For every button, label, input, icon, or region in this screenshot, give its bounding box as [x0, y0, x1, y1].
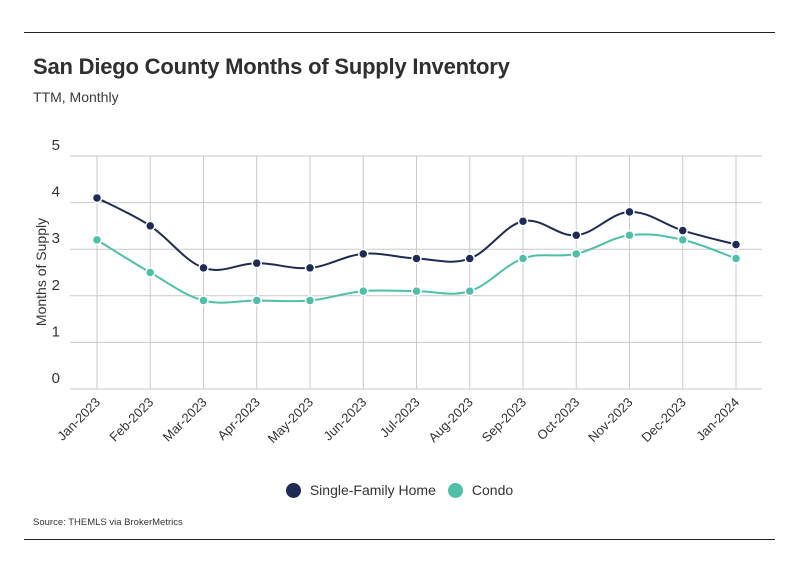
legend-item-single-family[interactable]: Single-Family Home — [285, 482, 436, 498]
data-point-single-family-home — [464, 253, 475, 264]
x-tick-label: Apr-2023 — [214, 395, 262, 443]
chart-title: San Diego County Months of Supply Invent… — [33, 54, 510, 79]
data-point-condo — [411, 285, 422, 297]
x-tick-label: May-2023 — [265, 395, 316, 446]
data-point-condo — [251, 295, 262, 306]
data-point-single-family-home — [251, 257, 262, 269]
data-point-single-family-home — [145, 220, 156, 232]
x-tick-label: Jun-2023 — [320, 395, 369, 444]
data-point-single-family-home — [677, 225, 688, 236]
y-axis-label: Months of Supply — [33, 218, 49, 326]
data-point-condo — [198, 295, 209, 306]
legend-item-condo[interactable]: Condo — [447, 482, 514, 498]
x-tick-label: Jan-2023 — [54, 395, 103, 444]
top-rule — [24, 32, 775, 33]
x-tick-label: Feb-2023 — [106, 395, 156, 445]
x-tick-label: Mar-2023 — [160, 395, 210, 445]
data-point-condo — [145, 267, 156, 278]
line-chart: 0 1 2 3 4 5 Jan-2023 Feb-2023 Mar-2023 Apr-2023 Ma… — [33, 137, 762, 446]
y-tick-label: 2 — [52, 277, 60, 294]
x-tick-label: Jul-2023 — [377, 395, 423, 441]
data-point-single-family-home — [411, 253, 422, 264]
y-tick-label: 5 — [52, 137, 60, 154]
data-point-single-family-home — [304, 262, 316, 274]
chart-legend: Single-Family Home Condo — [0, 482, 799, 498]
data-point-condo — [517, 253, 529, 264]
data-point-condo — [91, 234, 103, 246]
x-tick-label: Aug-2023 — [425, 395, 475, 445]
data-point-single-family-home — [358, 248, 369, 260]
data-point-condo — [464, 285, 475, 297]
legend-label-condo: Condo — [471, 482, 514, 498]
data-point-single-family-home — [91, 192, 103, 204]
data-point-single-family-home — [198, 262, 209, 274]
y-tick-label: 1 — [52, 323, 60, 340]
source-note: Source: THEMLS via BrokerMetrics — [33, 517, 183, 528]
data-point-single-family-home — [624, 206, 635, 218]
chart-subtitle: TTM, Monthly — [33, 89, 119, 105]
x-tick-label: Dec-2023 — [638, 395, 688, 445]
y-tick-label: 3 — [52, 230, 60, 247]
y-tick-label: 0 — [52, 370, 60, 387]
data-point-condo — [677, 234, 688, 246]
x-tick-label: Oct-2023 — [534, 395, 582, 443]
legend-label-single-family: Single-Family Home — [309, 482, 436, 498]
bottom-rule — [24, 539, 775, 540]
legend-marker-condo — [447, 482, 463, 498]
data-point-condo — [730, 253, 742, 264]
x-tick-label: Sep-2023 — [479, 395, 529, 445]
x-tick-label: Jan-2024 — [693, 395, 742, 444]
data-point-condo — [624, 229, 635, 241]
data-point-condo — [571, 248, 582, 260]
data-point-single-family-home — [730, 239, 742, 250]
data-point-single-family-home — [571, 229, 582, 241]
data-point-condo — [358, 285, 369, 297]
x-tick-label: Nov-2023 — [585, 395, 635, 445]
legend-marker-single-family — [285, 482, 301, 498]
data-point-condo — [304, 295, 316, 306]
y-tick-label: 4 — [52, 184, 60, 201]
data-point-single-family-home — [517, 215, 529, 227]
